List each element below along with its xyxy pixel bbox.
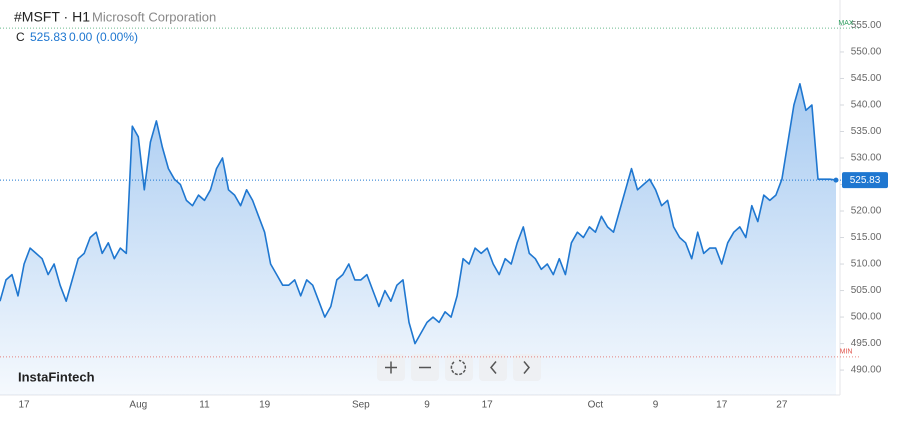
x-tick-label: 27	[776, 400, 788, 411]
y-tick-label: 490.00	[851, 365, 882, 376]
x-tick-label: 9	[424, 400, 430, 411]
x-tick-label: 19	[259, 400, 271, 411]
x-tick-label: 17	[18, 400, 30, 411]
y-tick-label: 515.00	[851, 232, 882, 243]
scroll-right-button[interactable]	[513, 354, 541, 381]
y-tick-label: 555.00	[851, 20, 882, 31]
x-tick-label: 9	[653, 400, 659, 411]
y-tick-label: 505.00	[851, 285, 882, 296]
y-tick-label: 535.00	[851, 126, 882, 137]
y-tick-label: 500.00	[851, 312, 882, 323]
last-point	[833, 177, 839, 183]
right-icon	[523, 361, 530, 374]
y-tick-label: 540.00	[851, 100, 882, 111]
max-line-label: MAX	[838, 20, 854, 27]
y-tick-label: 545.00	[851, 73, 882, 84]
y-tick-label: 550.00	[851, 47, 882, 58]
company: Microsoft Corporation	[92, 9, 216, 24]
y-tick-label: 530.00	[851, 153, 882, 164]
area	[0, 83, 836, 396]
close-value: 525.83	[30, 30, 67, 44]
last-price-tag	[842, 172, 888, 189]
x-tick-label: 17	[482, 400, 494, 411]
brand: InstaFintech	[18, 369, 95, 384]
y-tick-label: 510.00	[851, 259, 882, 270]
change-pct: (0.00%)	[96, 30, 138, 44]
plot	[0, 83, 837, 396]
symbol: #MSFT · H1	[14, 9, 90, 25]
x-tick-label: Oct	[588, 400, 604, 411]
reset-icon	[450, 359, 467, 376]
x-tick-label: 17	[716, 400, 728, 411]
last-price-label: 525.83	[850, 175, 881, 186]
left-icon	[490, 361, 497, 374]
scroll-left-button[interactable]	[479, 354, 507, 381]
close-label: C	[16, 30, 25, 44]
plus-icon	[385, 361, 397, 374]
line	[0, 83, 837, 345]
x-tick-label: Aug	[129, 400, 147, 411]
x-tick-label: 11	[199, 400, 210, 411]
x-tick-label: Sep	[352, 400, 370, 411]
min-line-label: MIN	[840, 349, 853, 356]
toolbar	[377, 354, 541, 381]
y-tick-label: 495.00	[851, 338, 882, 349]
y-tick-label: 520.00	[851, 206, 882, 217]
change: 0.00	[69, 30, 93, 44]
reset-button[interactable]	[445, 354, 473, 381]
